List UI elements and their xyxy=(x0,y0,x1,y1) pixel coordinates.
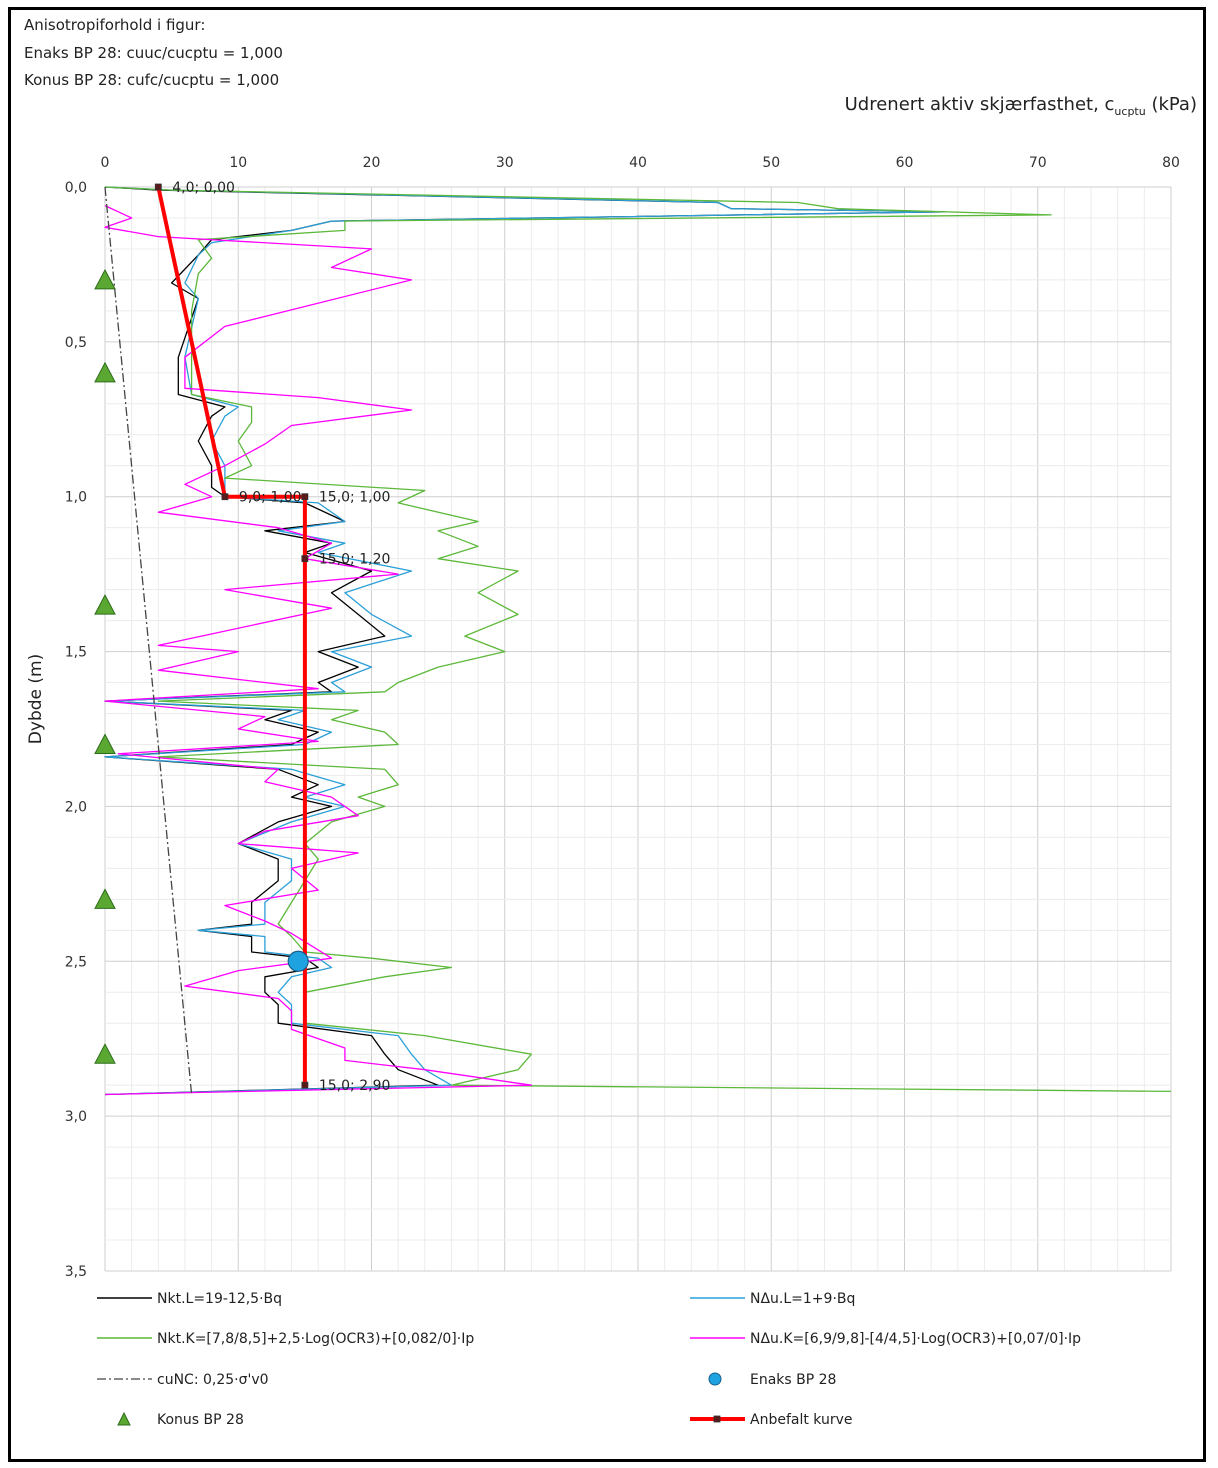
data-label: 9,0; 1,00 xyxy=(239,490,302,506)
legend-label: Anbefalt kurve xyxy=(750,1412,853,1428)
legend-item: Konus BP 28 xyxy=(118,1412,244,1428)
x-tick-label: 20 xyxy=(363,155,381,171)
legend-label: cuNC: 0,25·σ'v0 xyxy=(157,1372,269,1388)
anbefalt-marker xyxy=(302,1082,308,1088)
legend-item: Enaks BP 28 xyxy=(709,1372,836,1388)
anbefalt-marker xyxy=(302,556,308,562)
legend-swatch-marker xyxy=(714,1416,720,1422)
enaks-circle-marker xyxy=(288,951,308,971)
legend-label: NΔu.L=1+9·Bq xyxy=(750,1291,855,1307)
y-tick-label: 0,5 xyxy=(65,335,87,351)
legend-item: Nkt.K=[7,8/8,5]+2,5·Log(OCR3)+[0,082/0]·… xyxy=(97,1331,474,1347)
x-tick-label: 40 xyxy=(629,155,647,171)
legend-item: NΔu.L=1+9·Bq xyxy=(690,1291,855,1307)
legend-swatch xyxy=(709,1373,721,1385)
y-axis-title: Dybde (m) xyxy=(26,654,46,744)
legend-label: Nkt.L=19-12,5·Bq xyxy=(157,1291,282,1307)
x-tick-label: 80 xyxy=(1162,155,1180,171)
legend-item: Anbefalt kurve xyxy=(690,1412,853,1428)
grid xyxy=(105,187,1171,1271)
x-tick-label: 70 xyxy=(1029,155,1047,171)
y-tick-label: 2,0 xyxy=(65,799,87,815)
legend-label: Nkt.K=[7,8/8,5]+2,5·Log(OCR3)+[0,082/0]·… xyxy=(157,1331,474,1347)
x-axis-title: Udrenert aktiv skjærfasthet, cucptu (kPa… xyxy=(845,94,1197,118)
x-tick-label: 50 xyxy=(762,155,780,171)
y-tick-label: 3,0 xyxy=(65,1109,87,1125)
data-label: 15,0; 1,20 xyxy=(319,552,391,568)
konus-triangle-marker xyxy=(95,595,115,614)
legend-item: Nkt.L=19-12,5·Bq xyxy=(97,1291,282,1307)
y-tick-label: 2,5 xyxy=(65,954,87,970)
x-tick-label: 30 xyxy=(496,155,514,171)
data-label: 4,0; 0,00 xyxy=(172,180,235,196)
x-tick-label: 10 xyxy=(229,155,247,171)
y-tick-label: 1,5 xyxy=(65,645,87,661)
y-tick-label: 1,0 xyxy=(65,490,87,506)
y-tick-label: 0,0 xyxy=(65,180,87,196)
legend-item: NΔu.K=[6,9/9,8]-[4/4,5]·Log(OCR3)+[0,07/… xyxy=(690,1331,1081,1347)
y-tick-label: 3,5 xyxy=(65,1264,87,1280)
data-label: 15,0; 1,00 xyxy=(319,490,391,506)
data-label: 15,0; 2,90 xyxy=(319,1078,391,1094)
x-tick-label: 60 xyxy=(896,155,914,171)
series-line-2 xyxy=(105,187,945,1095)
anbefalt-marker xyxy=(155,184,161,190)
legend: Nkt.L=19-12,5·Bq NΔu.L=1+9·Bq Nkt.K=[7,8/8… xyxy=(97,1291,1081,1428)
x-tick-label: 0 xyxy=(101,155,110,171)
series-group xyxy=(95,184,1171,1095)
legend-label: Konus BP 28 xyxy=(157,1412,244,1428)
series-line-6 xyxy=(158,187,305,1085)
legend-label: NΔu.K=[6,9/9,8]-[4/4,5]·Log(OCR3)+[0,07/… xyxy=(750,1331,1081,1347)
legend-item: cuNC: 0,25·σ'v0 xyxy=(97,1372,269,1388)
anbefalt-marker xyxy=(302,494,308,500)
legend-swatch xyxy=(118,1413,130,1425)
anbefalt-marker xyxy=(222,494,228,500)
series-line-1 xyxy=(105,187,945,1095)
legend-label: Enaks BP 28 xyxy=(750,1372,836,1388)
